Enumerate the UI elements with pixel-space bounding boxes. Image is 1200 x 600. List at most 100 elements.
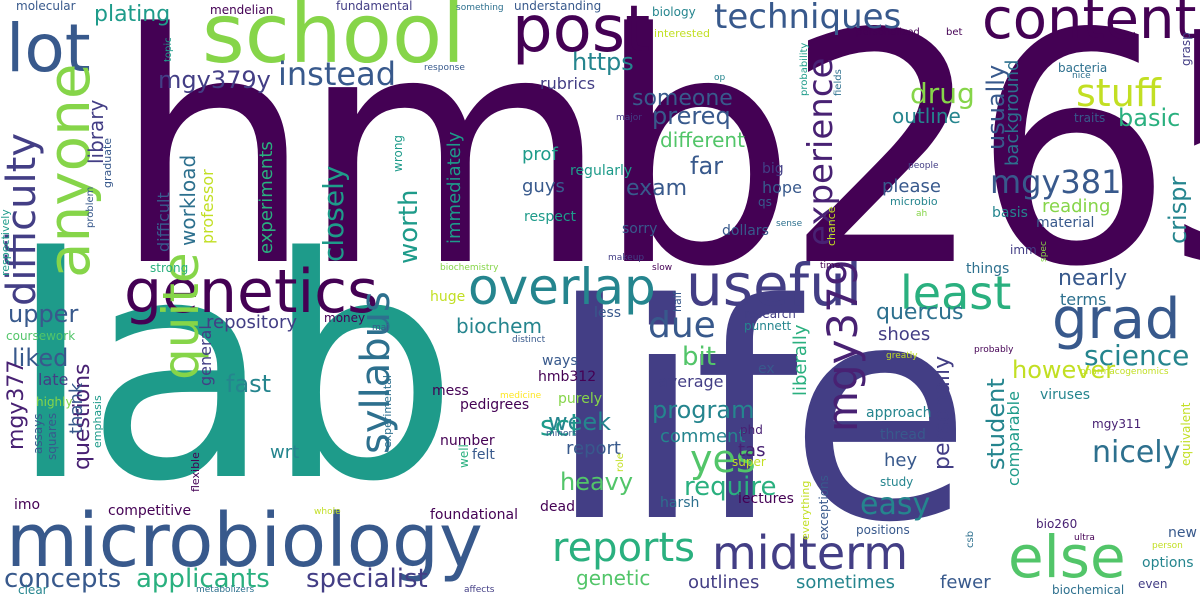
- word-far: far: [690, 152, 724, 180]
- word-traits: traits: [1074, 111, 1106, 125]
- word-lot: lot: [6, 10, 91, 87]
- word-reports: reports: [552, 525, 696, 571]
- word-lab: lab: [8, 193, 459, 549]
- word-competitive: competitive: [108, 503, 192, 519]
- word-huge: huge: [430, 289, 466, 305]
- word-fields: fields: [833, 69, 844, 96]
- word-personalized: personalized: [856, 27, 920, 38]
- word-grasp: grasp: [1179, 32, 1193, 66]
- word-rubrics: rubrics: [540, 74, 596, 93]
- word-prereq: prereq: [652, 102, 731, 130]
- word-week: week: [548, 408, 612, 436]
- word-bet: bet: [946, 27, 963, 38]
- word-people: people: [908, 161, 939, 171]
- word-graduate: graduate: [101, 137, 114, 188]
- word-person: person: [1152, 541, 1183, 551]
- word-comment: comment: [660, 426, 746, 447]
- word-background: background: [1002, 59, 1023, 166]
- word-hey: hey: [884, 450, 918, 471]
- word-mgy379y: mgy379y: [158, 66, 271, 94]
- word-average: average: [658, 372, 724, 391]
- word-quercus: quercus: [876, 300, 964, 325]
- word-pedigrees: pedigrees: [460, 397, 530, 413]
- word-liked: liked: [12, 344, 69, 372]
- word-comparable: comparable: [1004, 391, 1023, 486]
- word-time: time: [820, 261, 841, 271]
- word-content: content: [982, 0, 1197, 52]
- word-concepts: concepts: [4, 564, 122, 594]
- word-post: post: [512, 0, 651, 67]
- word-metabolizers: metabolizers: [196, 585, 255, 595]
- word-late: late: [38, 370, 69, 389]
- word-minors: minors: [546, 429, 577, 439]
- word-coursework: coursework: [6, 329, 76, 343]
- word-less: less: [594, 305, 622, 321]
- word-medicine: medicine: [500, 391, 542, 401]
- word-punnett: punnett: [744, 319, 792, 333]
- word-https: https: [572, 48, 634, 76]
- word-sometimes: sometimes: [796, 572, 896, 593]
- word-basic: basic: [1118, 104, 1181, 132]
- word-foundational: foundational: [430, 507, 518, 523]
- word-research: research: [744, 307, 796, 321]
- word-greatly: greatly: [886, 351, 918, 361]
- word-school: school: [202, 0, 465, 82]
- word-least: least: [900, 266, 1012, 320]
- word-hmb265: hmb265: [112, 0, 1200, 336]
- word-material: material: [1036, 215, 1095, 231]
- word-professor: professor: [198, 169, 217, 244]
- word-easy: easy: [860, 487, 931, 522]
- word-overlap: overlap: [468, 258, 656, 316]
- word-science: science: [1084, 339, 1190, 372]
- word-mgy377: mgy377: [4, 359, 29, 450]
- word-everything: everything: [799, 480, 812, 540]
- word-biology: biology: [652, 5, 696, 19]
- word-wrong: wrong: [391, 134, 405, 172]
- word-even: even: [1138, 577, 1168, 591]
- word-flexible: flexible: [189, 452, 202, 492]
- word-study: study: [880, 475, 914, 489]
- word-dead: dead: [540, 499, 575, 515]
- word-positions: positions: [856, 523, 910, 537]
- word-experiments: experiments: [256, 141, 277, 254]
- word-molecular: molecular: [16, 0, 76, 13]
- word-drug: drug: [910, 77, 975, 110]
- word-response: response: [424, 63, 465, 73]
- word-due: due: [648, 305, 716, 346]
- word-biochemistry: biochemistry: [440, 263, 499, 273]
- word-different: different: [660, 128, 745, 152]
- word-nearly: nearly: [1058, 266, 1128, 291]
- word-exceptions: exceptions: [817, 475, 831, 540]
- word-money: money: [324, 311, 366, 325]
- word-closely: closely: [317, 165, 350, 262]
- word-well: well: [457, 444, 471, 468]
- word-shoes: shoes: [878, 324, 931, 345]
- word-tas: tas: [738, 440, 766, 461]
- word-bio260: bio260: [1036, 517, 1078, 531]
- word-grad: grad: [1052, 287, 1181, 352]
- word-hope: hope: [762, 178, 802, 197]
- word-upper: upper: [8, 300, 79, 328]
- word-distinct: distinct: [512, 335, 546, 345]
- word-highly: highly: [36, 395, 73, 409]
- word-wrt: wrt: [270, 442, 300, 463]
- word-bacteria: bacteria: [1058, 61, 1108, 75]
- word-bit: bit: [682, 342, 716, 372]
- word-immediately: immediately: [444, 131, 465, 244]
- word-new: new: [1168, 525, 1197, 541]
- word-imo: imo: [14, 497, 41, 513]
- word-liberally: liberally: [790, 324, 811, 396]
- word-microbio: microbio: [890, 195, 938, 208]
- word-prof: prof: [522, 144, 558, 165]
- word-mgy379: mgy379: [818, 259, 867, 432]
- word-hmb312: hmb312: [538, 369, 597, 385]
- word-personally: personally: [930, 355, 955, 470]
- word-fundamental: fundamental: [336, 0, 413, 13]
- word-sorry: sorry: [622, 221, 658, 237]
- word-things: things: [966, 261, 1010, 277]
- word-biochemical: biochemical: [1052, 583, 1125, 597]
- word-qs: qs: [758, 195, 772, 209]
- word-report: report: [566, 438, 621, 459]
- word-mendelian: mendelian: [210, 3, 274, 17]
- word-probability: probability: [799, 42, 810, 96]
